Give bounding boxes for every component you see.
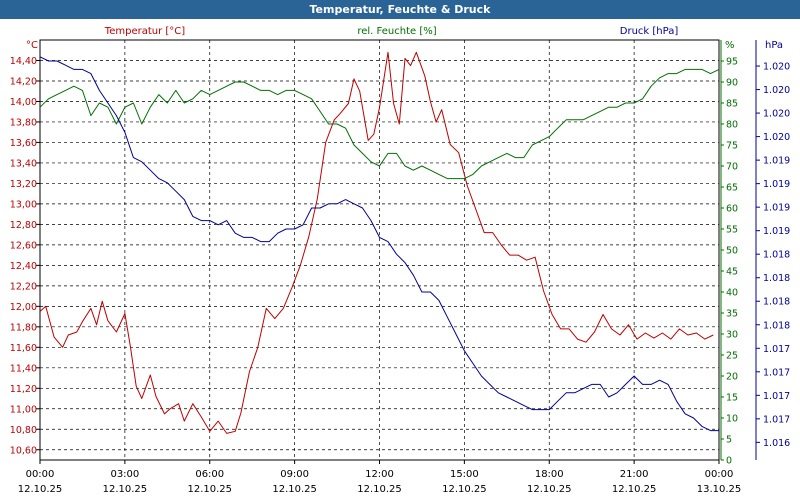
y-tick-label-humidity: 0 <box>726 456 732 467</box>
y-tick-label-temperature: 11,20 <box>10 384 37 395</box>
y-tick-label-pressure: 1.016 <box>763 438 790 449</box>
y-tick-label-temperature: 11,60 <box>10 343 37 354</box>
x-tick-label-date: 12.10.25 <box>103 484 148 495</box>
y-tick-label-pressure: 1.017 <box>763 414 790 425</box>
y-tick-label-temperature: 11,80 <box>10 322 37 333</box>
y-tick-label-temperature: 13,80 <box>10 117 37 128</box>
y-tick-label-pressure: 1.018 <box>763 320 790 331</box>
legend-pressure: Druck [hPa] <box>620 26 679 37</box>
window-title: Temperatur, Feuchte & Druck <box>0 0 800 19</box>
series-line-pressure <box>39 56 719 432</box>
y-tick-label-pressure: 1.017 <box>763 391 790 402</box>
x-tick-label-time: 09:00 <box>280 469 309 480</box>
y-tick-label-temperature: 12,80 <box>10 220 37 231</box>
y-tick-label-temperature: 11,40 <box>10 363 37 374</box>
x-tick-label-date: 12.10.25 <box>272 484 317 495</box>
x-tick-label-time: 00:00 <box>705 469 734 480</box>
y-tick-label-humidity: 50 <box>726 246 738 257</box>
y-tick-label-temperature: 12,40 <box>10 261 37 272</box>
y-tick-label-pressure: 1.019 <box>763 179 790 190</box>
y-tick-label-humidity: 95 <box>726 57 738 68</box>
legend-humidity: rel. Feuchte [%] <box>357 26 436 37</box>
series-line-temperature <box>39 51 714 434</box>
y-tick-label-pressure: 1.018 <box>763 250 790 261</box>
y-tick-label-pressure: 1.018 <box>763 273 790 284</box>
x-tick-label-time: 12:00 <box>365 469 394 480</box>
y-tick-label-temperature: 12,20 <box>10 281 37 292</box>
y-axis-unit-humidity: % <box>725 40 735 51</box>
y-tick-label-temperature: 12,60 <box>10 240 37 251</box>
y-tick-label-humidity: 30 <box>726 330 738 341</box>
y-tick-label-temperature: 10,60 <box>10 445 37 456</box>
y-tick-label-humidity: 45 <box>726 267 738 278</box>
x-tick-label-time: 15:00 <box>450 469 479 480</box>
y-tick-label-pressure: 1.020 <box>763 62 790 73</box>
y-tick-label-humidity: 55 <box>726 225 738 236</box>
y-tick-label-temperature: 13,60 <box>10 138 37 149</box>
y-tick-label-humidity: 5 <box>726 435 732 446</box>
y-tick-label-temperature: 13,00 <box>10 199 37 210</box>
y-tick-label-pressure: 1.019 <box>763 203 790 214</box>
x-tick-label-time: 18:00 <box>535 469 564 480</box>
y-tick-label-humidity: 85 <box>726 99 738 110</box>
y-tick-label-temperature: 13,20 <box>10 179 37 190</box>
y-tick-label-humidity: 70 <box>726 162 738 173</box>
y-tick-label-humidity: 20 <box>726 372 738 383</box>
y-tick-label-pressure: 1.019 <box>763 156 790 167</box>
y-tick-label-humidity: 60 <box>726 204 738 215</box>
y-tick-label-humidity: 65 <box>726 183 738 194</box>
y-tick-label-humidity: 75 <box>726 141 738 152</box>
x-tick-label-date: 12.10.25 <box>612 484 657 495</box>
legend-temperature: Temperatur [°C] <box>104 26 185 37</box>
x-tick-label-date: 12.10.25 <box>18 484 63 495</box>
y-tick-label-temperature: 14,20 <box>10 76 37 87</box>
y-tick-label-humidity: 10 <box>726 414 738 425</box>
y-tick-label-pressure: 1.017 <box>763 344 790 355</box>
y-tick-label-temperature: 13,40 <box>10 158 37 169</box>
y-tick-label-humidity: 25 <box>726 351 738 362</box>
y-tick-label-temperature: 11,00 <box>10 404 37 415</box>
y-tick-label-humidity: 90 <box>726 78 738 89</box>
x-tick-label-time: 00:00 <box>26 469 55 480</box>
y-tick-label-temperature: 12,00 <box>10 302 37 313</box>
x-tick-label-date: 12.10.25 <box>187 484 232 495</box>
y-tick-label-temperature: 14,40 <box>10 56 37 67</box>
y-axis-unit-temperature: °C <box>26 40 38 51</box>
y-tick-label-temperature: 10,80 <box>10 425 37 436</box>
y-tick-label-pressure: 1.018 <box>763 297 790 308</box>
y-tick-label-pressure: 1.020 <box>763 109 790 120</box>
y-tick-label-humidity: 15 <box>726 393 738 404</box>
x-tick-label-time: 21:00 <box>620 469 649 480</box>
x-tick-label-date: 12.10.25 <box>527 484 572 495</box>
y-tick-label-humidity: 80 <box>726 120 738 131</box>
x-tick-label-time: 03:00 <box>110 469 139 480</box>
y-tick-label-humidity: 40 <box>726 288 738 299</box>
x-tick-label-date: 13.10.25 <box>697 484 742 495</box>
x-tick-label-date: 12.10.25 <box>442 484 487 495</box>
series-line-humidity <box>39 68 720 180</box>
y-tick-label-pressure: 1.017 <box>763 367 790 378</box>
y-tick-label-humidity: 35 <box>726 309 738 320</box>
y-tick-label-pressure: 1.020 <box>763 85 790 96</box>
x-tick-label-time: 06:00 <box>195 469 224 480</box>
y-tick-label-pressure: 1.020 <box>763 132 790 143</box>
x-tick-label-date: 12.10.25 <box>357 484 402 495</box>
y-axis-unit-pressure: hPa <box>765 40 783 51</box>
y-tick-label-pressure: 1.019 <box>763 226 790 237</box>
y-tick-label-temperature: 14,00 <box>10 97 37 108</box>
